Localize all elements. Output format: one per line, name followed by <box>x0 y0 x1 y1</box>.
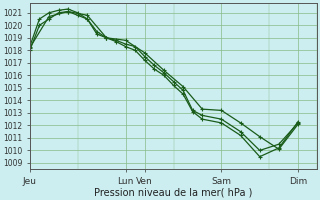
X-axis label: Pression niveau de la mer( hPa ): Pression niveau de la mer( hPa ) <box>94 187 253 197</box>
